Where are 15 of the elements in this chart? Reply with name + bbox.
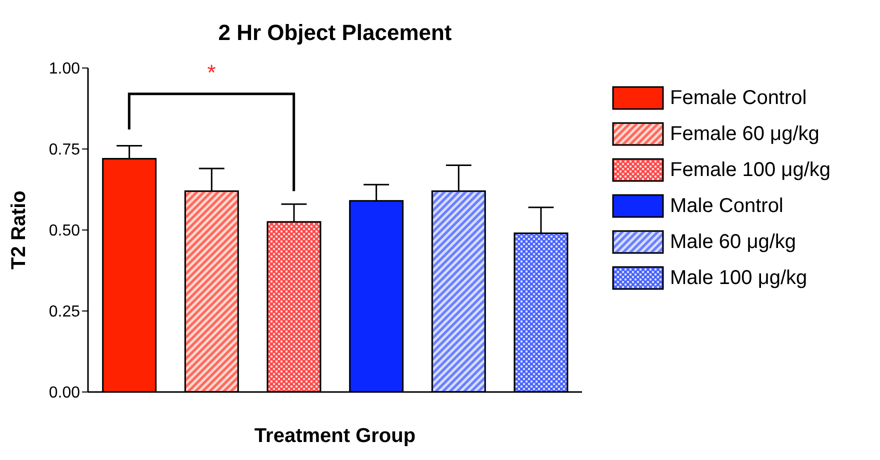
y-tick-label: 0.75: [48, 142, 80, 159]
y-tick-label: 0.25: [48, 304, 80, 321]
y-tick-label: 0.00: [48, 384, 80, 402]
legend-label: Male 100 μg/kg: [670, 266, 808, 290]
legend-label: Female Control: [670, 86, 807, 110]
y-tick-label: 0.50: [48, 222, 80, 240]
legend-label: Male 60 μg/kg: [670, 230, 796, 254]
legend-label: Female 100 μg/kg: [670, 158, 830, 182]
legend-label: Male Control: [670, 194, 784, 218]
chart-title: 2 Hr Object Placement: [217, 20, 453, 46]
y-axis-title: T2 Ratio: [8, 190, 30, 270]
legend-label: Female 60 μg/kg: [670, 122, 820, 146]
x-axis-title: Treatment Group: [254, 425, 416, 447]
annotation: *: [207, 60, 216, 85]
y-tick-label: 1.00: [48, 60, 80, 78]
